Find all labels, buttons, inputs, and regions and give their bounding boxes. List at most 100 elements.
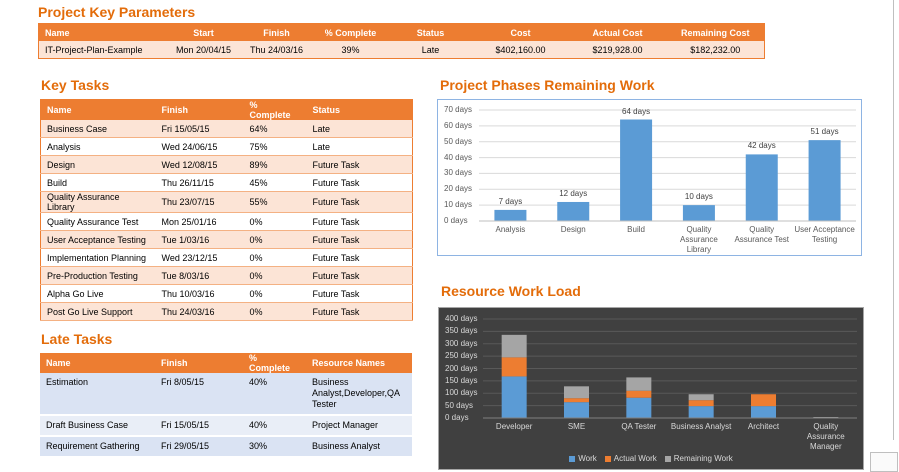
data-label: 10 days	[684, 192, 713, 202]
bar	[808, 140, 841, 221]
cell: User Acceptance Testing	[40, 230, 156, 249]
cell: 45%	[243, 173, 307, 192]
bar	[682, 205, 715, 221]
row: Requirement Gathering Fri 29/05/15 30% Busi…	[40, 436, 412, 458]
bar-segment	[501, 357, 527, 377]
row: Alpha Go Live Thu 10/03/16 0% Future Task	[40, 284, 413, 303]
header-cell: Finish	[155, 353, 243, 373]
cell: Late	[388, 41, 473, 59]
plot	[483, 318, 857, 419]
header-cell: Actual Cost	[568, 23, 667, 41]
cell: Pre-Production Testing	[40, 266, 156, 285]
table-header: Name Finish% Complete Resource Names	[40, 353, 412, 373]
cell: 39%	[312, 41, 389, 59]
cell: Build	[40, 173, 156, 192]
bar	[745, 154, 778, 221]
x-tick-label: Quality Assurance Library	[680, 225, 718, 254]
cell: 0%	[243, 284, 307, 303]
bar-segment	[501, 376, 527, 418]
cell: Fri 15/05/15	[155, 415, 243, 437]
cell: Tue 8/03/16	[155, 266, 244, 285]
cell: 64%	[243, 120, 307, 138]
cell: 0%	[243, 266, 307, 285]
cell: Wed 23/12/15	[155, 248, 244, 267]
data-label: 64 days	[622, 106, 651, 116]
header-row: Name Finish% Complete Resource Names	[40, 353, 412, 373]
cell: Future Task	[306, 155, 413, 174]
cell: Future Task	[306, 212, 413, 231]
cell: Business Analyst,Developer,QA Tester	[306, 373, 412, 416]
header-cell: Name	[40, 99, 156, 120]
x-tick-label: Developer	[495, 422, 533, 431]
cell: Thu 26/11/15	[155, 173, 244, 192]
bar	[620, 119, 653, 221]
legend-swatch	[569, 455, 576, 462]
cell: Post Go Live Support	[40, 302, 156, 321]
cell: 55%	[243, 191, 307, 213]
row: Draft Business Case Fri 15/05/15 40% Projec…	[40, 415, 412, 437]
row: Quality Assurance Test Mon 25/01/16 0% Futu…	[40, 212, 413, 231]
data-label: 7 days	[498, 196, 523, 206]
y-tick-label: 250 days	[445, 351, 478, 361]
cell: Fri 15/05/15	[155, 120, 244, 138]
row: Design Wed 12/08/15 89% Future Task	[40, 155, 413, 174]
cell: Alpha Go Live	[40, 284, 156, 303]
legend-label: Remaining Work	[673, 454, 733, 463]
legend-item: Work	[569, 454, 597, 463]
header-cell: Remaining Cost	[666, 23, 765, 41]
y-tick-label: 350 days	[445, 326, 478, 336]
cell: 89%	[243, 155, 307, 174]
cell: Future Task	[306, 266, 413, 285]
x-tick-label: User Acceptance Testing	[794, 225, 855, 244]
row: Build Thu 26/11/15 45% Future Task	[40, 173, 413, 192]
row: IT-Project-Plan-Example Mon 20/04/15 Thu 2…	[38, 41, 765, 59]
header-row: Name Finish% Complete Status	[40, 99, 413, 120]
table-header: Name Start Finish% Complete Status Cost Actua…	[38, 23, 765, 41]
cell: 40%	[243, 373, 306, 416]
y-tick-label: 10 days	[444, 200, 473, 210]
cell: Implementation Planning	[40, 248, 156, 267]
cell: 40%	[243, 415, 306, 437]
bar-segment	[564, 398, 589, 403]
cell: 0%	[243, 302, 307, 321]
x-tick-label: Business Analyst	[670, 422, 732, 431]
cell: Thu 24/03/16	[240, 41, 313, 59]
cell: Wed 24/06/15	[155, 137, 244, 156]
y-tick-label: 30 days	[444, 168, 473, 178]
chart-title: Resource Work Load	[441, 283, 581, 299]
bar-segment	[688, 400, 714, 407]
section-title: Project Key Parameters	[38, 4, 196, 20]
header-cell: % Complete	[243, 353, 306, 373]
cell: 0%	[243, 248, 307, 267]
header-cell: % Complete	[312, 23, 389, 41]
x-tick-label: Quality Assurance Test	[734, 225, 790, 244]
table: Name Finish% Complete Status Business Case F…	[40, 99, 413, 321]
edge-line	[893, 0, 894, 440]
plot	[479, 109, 856, 222]
paste-icon	[870, 452, 898, 472]
row: Post Go Live Support Thu 24/03/16 0% Future…	[40, 302, 413, 321]
header-cell: Status	[388, 23, 473, 41]
table-body: Business Case Fri 15/05/15 64% Late Analysis…	[40, 120, 413, 321]
x-tick-label: Analysis	[495, 225, 526, 234]
header-cell: Resource Names	[306, 353, 412, 373]
bar-segment	[626, 397, 652, 418]
legend: Work Actual Work Remaining Work	[439, 454, 863, 463]
legend-label: Actual Work	[613, 454, 657, 463]
legend-swatch	[604, 455, 611, 462]
legend-swatch	[664, 455, 671, 462]
data-label: 42 days	[747, 141, 776, 151]
cell: $219,928.00	[568, 41, 667, 59]
cell: Wed 12/08/15	[155, 155, 244, 174]
bar-segment	[688, 394, 714, 401]
cell: Business Case	[40, 120, 156, 138]
cell: Future Task	[306, 284, 413, 303]
bar-segment	[564, 386, 589, 399]
data-label: 12 days	[559, 188, 588, 198]
cell: Requirement Gathering	[40, 436, 155, 458]
x-tick-label: Architect	[747, 422, 780, 431]
table-header: Name Finish% Complete Status	[40, 99, 413, 120]
bar-segment	[626, 377, 652, 391]
header-cell: Finish	[155, 99, 244, 120]
